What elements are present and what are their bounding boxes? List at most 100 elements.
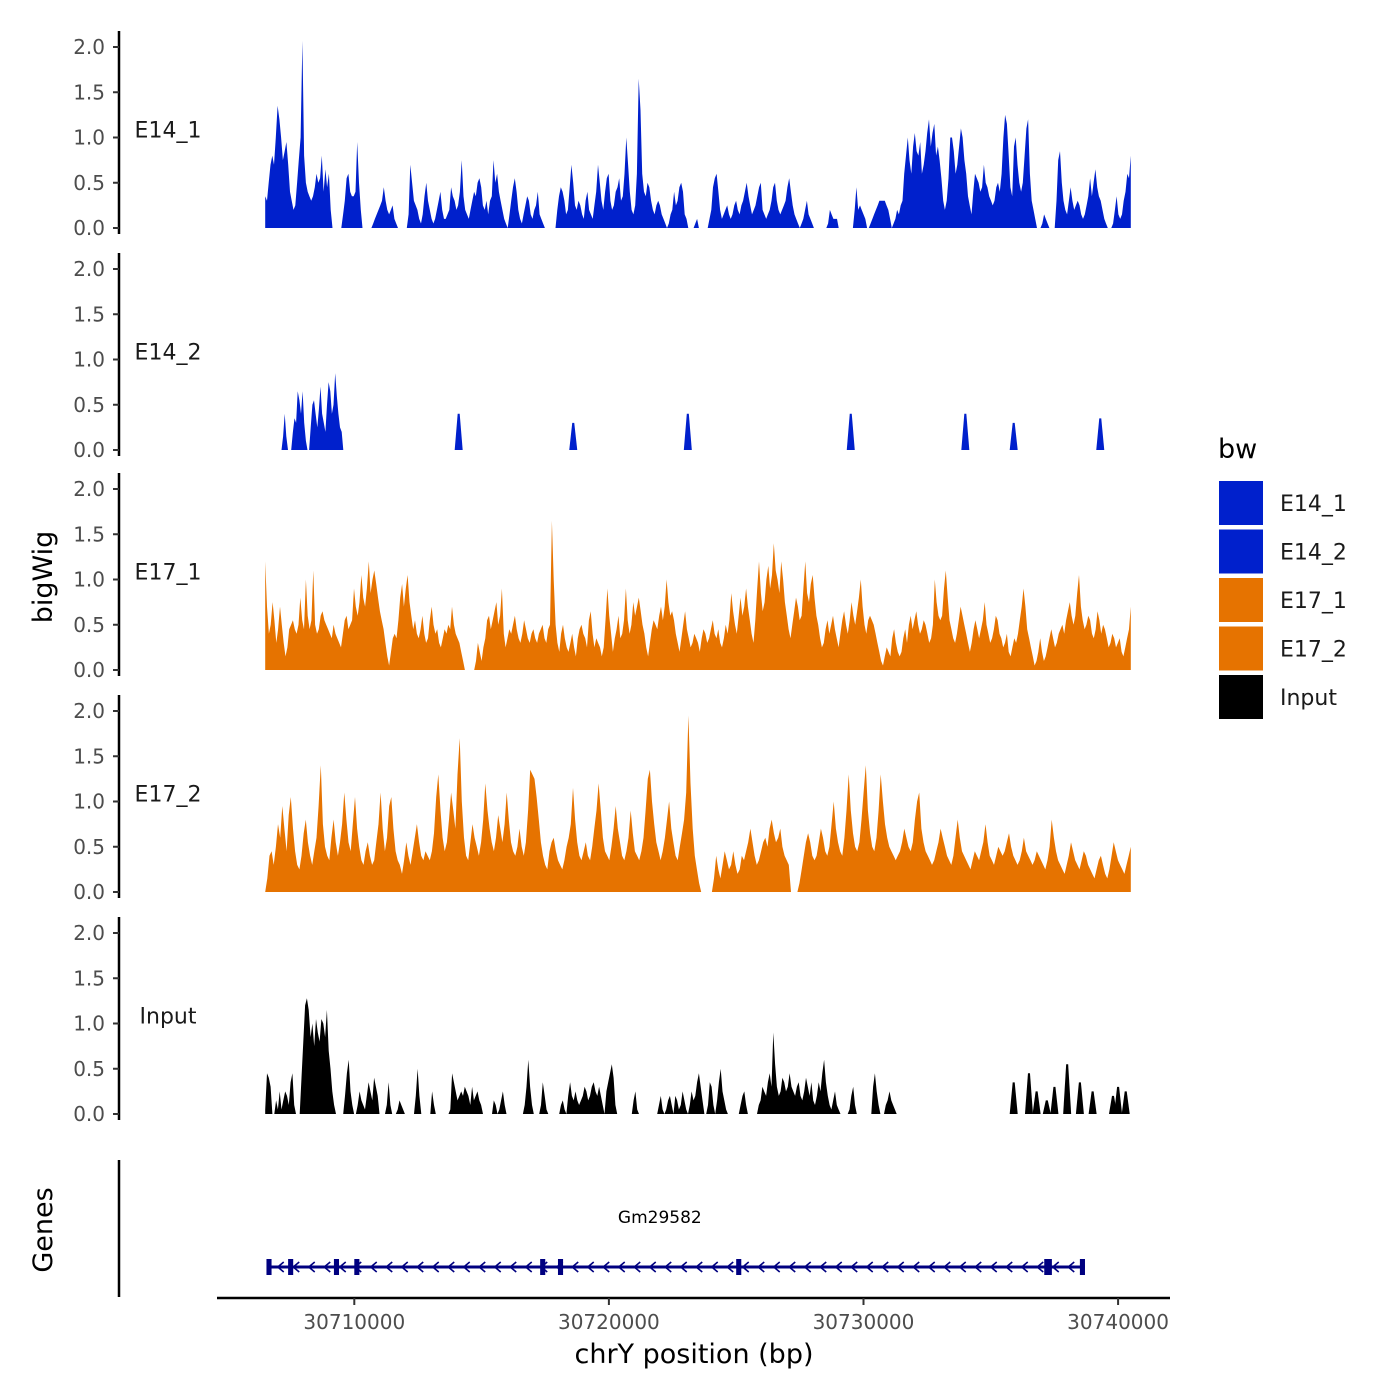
strand-arrow <box>1051 1261 1060 1273</box>
x-tick-label: 30740000 <box>1067 1310 1169 1334</box>
y-tick-label: 2.0 <box>73 921 105 945</box>
strand-arrow <box>1035 1261 1044 1273</box>
signal-peak <box>1032 1091 1041 1114</box>
gene-exon <box>557 1259 564 1275</box>
y-tick-label: 2.0 <box>73 257 105 281</box>
strand-arrow <box>338 1261 347 1273</box>
strand-arrow <box>276 1261 285 1273</box>
signal-peak <box>1042 1100 1051 1114</box>
strand-arrow <box>508 1261 517 1273</box>
strand-arrow <box>803 1261 812 1273</box>
strand-arrow <box>1020 1261 1029 1273</box>
x-tick-label: 30720000 <box>558 1310 660 1334</box>
strand-arrow <box>694 1261 703 1273</box>
signal-area-input <box>265 998 1131 1114</box>
strand-arrow <box>725 1261 734 1273</box>
strand-arrow <box>415 1261 424 1273</box>
gene-exon <box>1079 1259 1085 1275</box>
y-axis-title: bigWig <box>28 531 59 624</box>
strand-arrow <box>849 1261 858 1273</box>
y-tick-label: 0.0 <box>73 880 105 904</box>
x-tick-label: 30730000 <box>813 1310 915 1334</box>
strand-arrow <box>477 1261 486 1273</box>
legend-key-input <box>1217 673 1265 721</box>
y-tick-label: 0.0 <box>73 438 105 462</box>
signal-area-e14_2 <box>265 373 1131 450</box>
strand-arrow <box>384 1261 393 1273</box>
legend-label-e17_1: E17_1 <box>1280 589 1347 614</box>
legend-label-e14_2: E14_2 <box>1280 541 1347 566</box>
y-tick-label: 0.5 <box>73 835 105 859</box>
signal-area-e17_2 <box>265 715 1131 892</box>
signal-peak <box>1050 1086 1059 1114</box>
y-tick-label: 2.0 <box>73 477 105 501</box>
track-e17_2: 0.0 0.5 1.0 1.5 2.0 E17_2 <box>73 695 1131 904</box>
legend-key-e17_2 <box>1217 624 1265 673</box>
track-label-e14_2: E14_2 <box>135 341 202 366</box>
track-e14_2: 0.0 0.5 1.0 1.5 2.0 E14_2 <box>73 253 1131 462</box>
legend: bw E14_1 E14_2 E17_1 E17_2 Input <box>1217 434 1347 721</box>
y-tick-label: 0.5 <box>73 1057 105 1081</box>
y-tick-label: 1.5 <box>73 744 105 768</box>
signal-peak <box>961 413 970 450</box>
legend-key-e17_1 <box>1217 576 1265 624</box>
legend-label-e14_1: E14_1 <box>1280 492 1347 517</box>
track-panels: 0.0 0.5 1.0 1.5 2.0 E14_1 0.0 0.5 1.0 1.5 2.0 E14_2… <box>73 31 1131 1126</box>
signal-area-e17_1 <box>265 520 1131 670</box>
signal-peak <box>846 413 855 450</box>
legend-label-input: Input <box>1280 686 1337 711</box>
strand-arrow <box>570 1261 579 1273</box>
legend-label-e17_2: E17_2 <box>1280 638 1347 663</box>
y-tick-label: 1.0 <box>73 790 105 814</box>
strand-arrow <box>865 1261 874 1273</box>
y-tick-label: 2.0 <box>73 35 105 59</box>
strand-arrow <box>787 1261 796 1273</box>
signal-peak <box>683 413 692 450</box>
signal-peak <box>569 422 578 450</box>
y-tick-label: 0.0 <box>73 216 105 240</box>
signal-peak <box>1009 422 1018 450</box>
track-label-e17_2: E17_2 <box>135 783 202 808</box>
track-input: 0.0 0.5 1.0 1.5 2.0 Input <box>73 917 1131 1126</box>
gene-exon <box>1044 1259 1052 1275</box>
signal-peak <box>1088 1091 1097 1114</box>
y-tick-label: 1.0 <box>73 348 105 372</box>
y-tick-label: 0.5 <box>73 171 105 195</box>
strand-arrow <box>307 1261 316 1273</box>
legend-key-e14_2 <box>1217 527 1265 576</box>
y-tick-label: 1.0 <box>73 126 105 150</box>
y-tick-label: 0.5 <box>73 393 105 417</box>
strand-arrow <box>493 1261 502 1273</box>
strand-arrow <box>710 1261 719 1273</box>
strand-arrow <box>617 1261 626 1273</box>
strand-arrow <box>601 1261 610 1273</box>
y-tick-label: 1.0 <box>73 1012 105 1036</box>
strand-arrow <box>834 1261 843 1273</box>
strand-arrow <box>989 1261 998 1273</box>
genes-axis-title: Genes <box>28 1187 59 1272</box>
strand-arrow <box>896 1261 905 1273</box>
strand-arrow <box>942 1261 951 1273</box>
y-tick-label: 1.5 <box>73 522 105 546</box>
y-tick-label: 1.5 <box>73 966 105 990</box>
y-tick-label: 1.5 <box>73 302 105 326</box>
legend-title: bw <box>1218 434 1257 465</box>
signal-peak <box>454 413 463 450</box>
signal-peak <box>1009 1082 1018 1114</box>
signal-area-e14_1 <box>265 40 1131 229</box>
gene-exon <box>288 1259 294 1275</box>
strand-arrow <box>648 1261 657 1273</box>
strand-arrow <box>586 1261 595 1273</box>
y-tick-label: 0.0 <box>73 1102 105 1126</box>
gene-exon <box>354 1259 360 1275</box>
x-axis-title: chrY position (bp) <box>574 1339 813 1370</box>
x-axis: 30710000 30720000 30730000 30740000 <box>217 1296 1170 1334</box>
signal-peak <box>1096 418 1105 450</box>
genes-panel: Gm29582 <box>117 1160 1085 1297</box>
track-e17_1: 0.0 0.5 1.0 1.5 2.0 E17_1 <box>73 473 1131 682</box>
y-tick-label: 0.0 <box>73 658 105 682</box>
y-tick-label: 2.0 <box>73 699 105 723</box>
strand-arrow <box>431 1261 440 1273</box>
strand-arrow <box>663 1261 672 1273</box>
